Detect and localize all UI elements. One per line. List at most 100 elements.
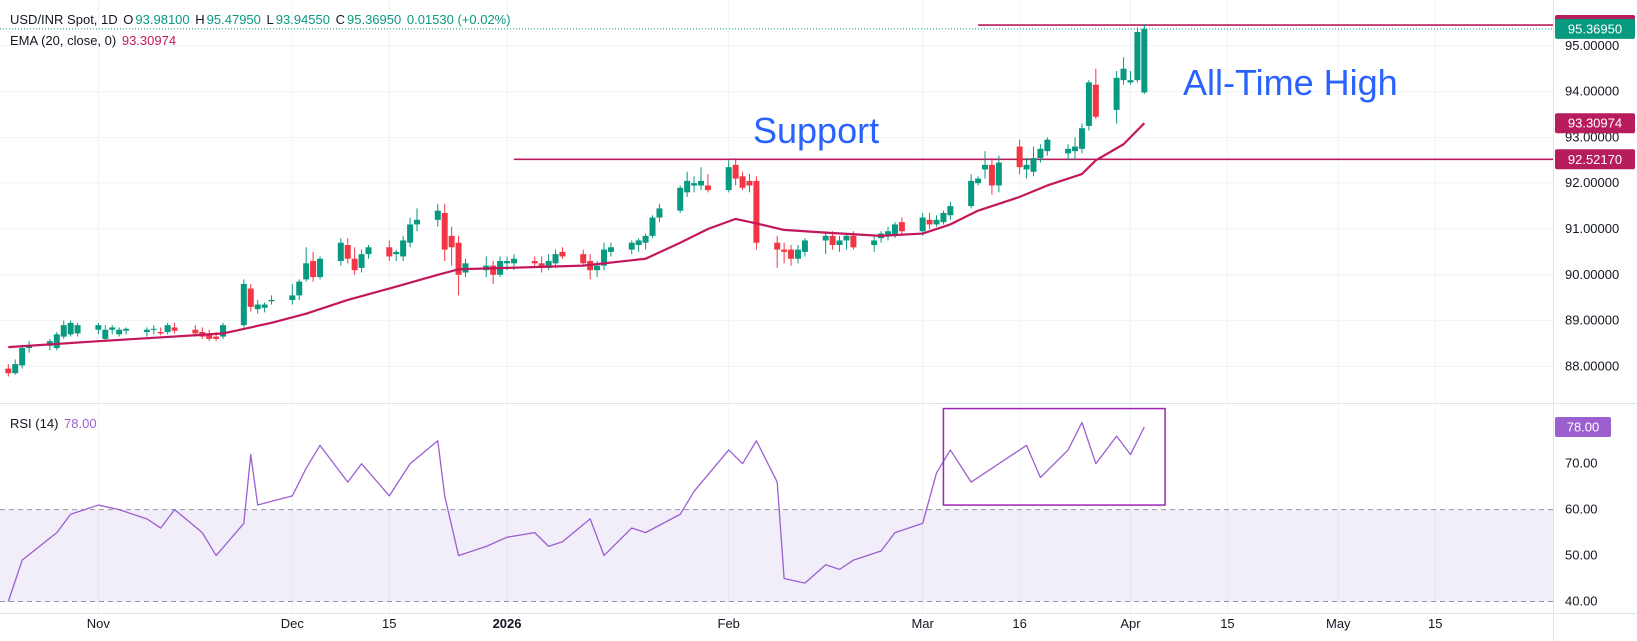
candle (150, 325, 157, 335)
candle (393, 249, 400, 262)
candle-body (504, 261, 511, 264)
candle (843, 233, 850, 250)
ema-value: 93.30974 (121, 33, 177, 48)
candle (351, 247, 358, 275)
candle (337, 238, 344, 266)
candle (794, 245, 801, 264)
price-tag: 92.52170 (1555, 149, 1635, 170)
candle-body (656, 208, 663, 218)
candle (261, 302, 268, 313)
candle-body (53, 334, 60, 349)
candle (143, 327, 150, 337)
candle (684, 171, 691, 197)
candle (981, 151, 988, 179)
candle (552, 249, 559, 268)
time-axis-tick-label: May (1326, 616, 1351, 631)
candle (898, 217, 905, 236)
candle-body (67, 322, 74, 335)
candle (60, 320, 67, 339)
candle-body (794, 249, 801, 259)
candle (462, 258, 469, 278)
candle-body (365, 247, 372, 255)
candle-body (351, 258, 358, 271)
time-axis-tick-label: 16 (1012, 616, 1026, 631)
candle-body (434, 210, 441, 220)
candle (878, 231, 885, 243)
candle-body (164, 325, 171, 333)
candle (822, 231, 829, 255)
candle-body (310, 261, 317, 278)
price-tag-label: 92.52170 (1568, 152, 1622, 167)
candle (704, 174, 711, 193)
rsi-highlight-box (942, 407, 1166, 506)
candle-body (303, 263, 310, 280)
candle-body (704, 185, 711, 191)
candle (988, 157, 995, 195)
candle-body (871, 240, 878, 246)
rsi-legend: RSI (14) 78.00 (10, 416, 99, 431)
candle-body (1072, 146, 1079, 152)
candle-body (441, 212, 448, 250)
candle (455, 235, 462, 296)
rsi-axis-tick-label: 50.00 (1565, 548, 1598, 563)
rsi-axis-tick-label: 70.00 (1565, 456, 1598, 471)
low-label: L (266, 12, 274, 27)
rsi-band-fill (0, 509, 1553, 602)
time-axis-tick-label: 15 (382, 616, 396, 631)
candle (691, 176, 698, 193)
candle-body (677, 187, 684, 211)
rsi-label[interactable]: RSI (14) (10, 416, 59, 431)
candle-body (289, 295, 296, 300)
candle (642, 233, 649, 250)
candle-body (885, 231, 892, 236)
candle (254, 299, 261, 314)
candle-body (157, 332, 164, 334)
close-value: 95.36950 (347, 12, 402, 27)
candle (538, 256, 545, 273)
candle-body (400, 240, 407, 257)
candle-body (781, 249, 788, 252)
candle (1113, 70, 1120, 124)
candle-body (843, 235, 850, 241)
rsi-tag: 78.00 (1555, 416, 1611, 437)
candle (358, 249, 365, 273)
time-axis-tick-label: 2026 (493, 616, 522, 631)
candle-body (836, 240, 843, 246)
candle-body (919, 217, 926, 232)
price-tag-bg (1555, 149, 1635, 170)
candle-body (116, 329, 123, 335)
candle (781, 242, 788, 264)
candle (310, 251, 317, 282)
candle (400, 235, 407, 262)
candle-body (1030, 157, 1037, 172)
candle (157, 327, 164, 336)
candle (123, 327, 130, 335)
candle (220, 322, 227, 339)
candle (1037, 144, 1044, 163)
price-axis-tick-label: 95.00000 (1565, 38, 1619, 53)
candle (580, 249, 587, 266)
time-axis-tick-label: Feb (718, 616, 740, 631)
candle (95, 322, 102, 335)
change-value: 0.01530 (+0.02%) (406, 12, 511, 27)
candle-body (26, 345, 33, 349)
candle (656, 203, 663, 223)
candle (483, 256, 490, 278)
ema-label[interactable]: EMA (20, close, 0) (10, 33, 117, 48)
candle (836, 235, 843, 252)
candle-body (1065, 148, 1072, 154)
candle (1127, 70, 1134, 85)
candle-body (684, 180, 691, 193)
price-axis-tick-label: 91.00000 (1565, 221, 1619, 236)
time-axis-tick-label: 15 (1220, 616, 1234, 631)
candle-body (559, 251, 566, 257)
close-label: C (335, 12, 345, 27)
candle-body (981, 164, 988, 170)
price-axis-tick-label: 89.00000 (1565, 313, 1619, 328)
high-label: H (195, 12, 205, 27)
symbol-label[interactable]: USD/INR Spot, 1D (10, 12, 118, 27)
candle (926, 212, 933, 229)
candle (407, 217, 414, 248)
candle-body (1078, 128, 1085, 149)
